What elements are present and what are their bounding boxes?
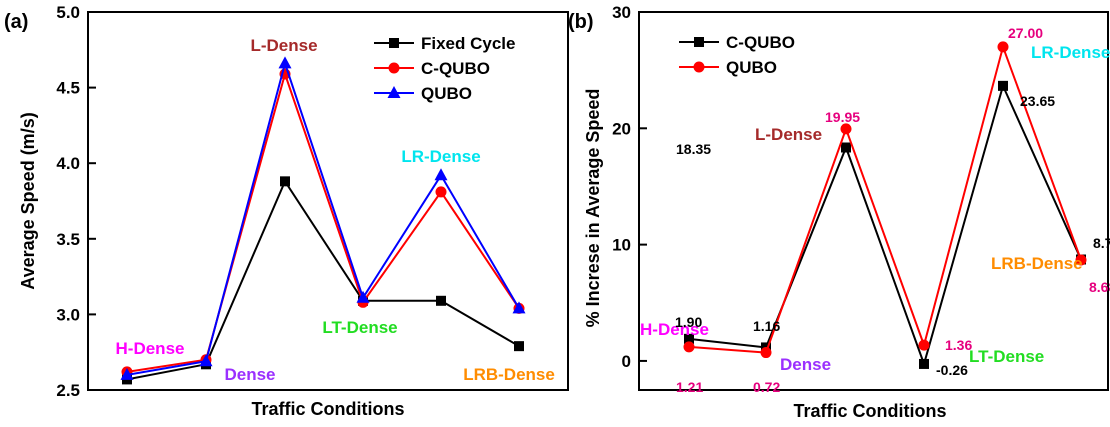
series-line [126, 179, 520, 381]
data-point [1075, 254, 1087, 266]
y-tick-label: 10 [612, 236, 631, 255]
panel-b-ylabel: % Increse in Average Speed [583, 89, 603, 328]
data-label: 0.72 [753, 379, 780, 395]
condition-label: H-Dense [116, 339, 185, 358]
data-point [356, 290, 370, 303]
condition-label: L-Dense [250, 36, 317, 55]
series-line [126, 70, 520, 373]
data-label: 1.21 [676, 379, 703, 395]
y-tick-label: 20 [612, 119, 631, 138]
panel-b: (b) Traffic Conditions % Increse in Aver… [568, 3, 1110, 421]
data-point [998, 80, 1008, 91]
condition-label: Dense [224, 365, 275, 384]
data-point [683, 341, 695, 353]
condition-label: Dense [780, 355, 831, 374]
data-point [841, 142, 851, 153]
panel-b-condition-labels: H-Dense Dense L-Dense LT-Dense LR-Dense LRB-D… [640, 43, 1110, 374]
data-label: 1.36 [945, 337, 972, 353]
y-tick-label: 5.0 [56, 3, 80, 22]
panel-a-label: (a) [4, 11, 28, 33]
data-label: 1.16 [753, 318, 780, 334]
panel-a-ylabel: Average Speed (m/s) [18, 112, 38, 289]
condition-label: LRB-Dense [463, 365, 555, 384]
legend-label: C-QUBO [421, 59, 490, 78]
legend-marker [694, 37, 704, 47]
y-tick-label: 2.5 [56, 381, 80, 400]
data-point [436, 295, 446, 306]
data-label: -0.26 [936, 362, 968, 378]
panel-a-xlabel: Traffic Conditions [252, 399, 405, 419]
panel-a-plot-area [87, 11, 569, 391]
series-line [126, 59, 520, 376]
y-tick-label: 4.5 [56, 79, 80, 98]
panel-b-xlabel: Traffic Conditions [794, 401, 947, 421]
data-label: 18.35 [676, 141, 711, 157]
data-point [997, 41, 1009, 53]
data-point [120, 367, 134, 380]
panel-b-series [683, 41, 1087, 369]
data-point [840, 123, 852, 135]
panel-b-data-labels: 1.90 1.16 18.35 -0.26 23.65 8.72 1.21 0.72 19.95… [675, 25, 1110, 395]
legend-marker [387, 86, 401, 98]
data-point [278, 56, 292, 69]
series-line [688, 43, 1082, 354]
panel-a-legend: Fixed Cycle C-QUBO QUBO [374, 34, 516, 103]
data-label: 19.95 [825, 109, 860, 125]
data-point [760, 347, 772, 359]
y-tick-label: 3.5 [56, 230, 80, 249]
panel-a-series [120, 56, 526, 385]
condition-label: L-Dense [755, 125, 822, 144]
data-label: 23.65 [1020, 93, 1055, 109]
data-label: 1.90 [675, 314, 702, 330]
legend-label: Fixed Cycle [421, 34, 516, 53]
panel-a: (a) Traffic Conditions Average Speed (m/… [4, 3, 569, 419]
data-label: 8.68 [1089, 279, 1110, 295]
data-point [512, 301, 526, 314]
condition-label: H-Dense [640, 320, 709, 339]
condition-label: LT-Dense [969, 347, 1044, 366]
data-point [280, 176, 290, 187]
panel-b-plot-area [638, 11, 1109, 391]
condition-label: LT-Dense [322, 318, 397, 337]
panel-a-y-ticks: 2.5 3.0 3.5 4.0 4.5 5.0 [56, 3, 96, 400]
data-point [918, 339, 930, 351]
legend-marker [389, 38, 399, 48]
y-tick-label: 3.0 [56, 305, 80, 324]
condition-label: LR-Dense [1031, 43, 1110, 62]
legend-label: QUBO [421, 84, 472, 103]
legend-marker [388, 62, 400, 74]
data-point [435, 186, 447, 198]
y-tick-label: 30 [612, 3, 631, 22]
data-point [434, 168, 448, 181]
data-point [684, 333, 694, 344]
panel-b-legend: C-QUBO QUBO [679, 33, 795, 77]
panel-b-y-ticks: 0 10 20 30 [612, 3, 647, 371]
data-point [919, 358, 929, 369]
panel-a-condition-labels: H-Dense Dense L-Dense LT-Dense LR-Dense LRB-D… [116, 36, 555, 384]
data-point [199, 354, 213, 367]
data-point [514, 341, 524, 352]
condition-label: LR-Dense [401, 147, 480, 166]
condition-label: LRB-Dense [991, 254, 1083, 273]
legend-label: C-QUBO [726, 33, 795, 52]
data-label: 8.72 [1093, 235, 1110, 251]
panel-b-label: (b) [568, 11, 594, 33]
y-tick-label: 4.0 [56, 154, 80, 173]
y-tick-label: 0 [622, 352, 631, 371]
legend-label: QUBO [726, 58, 777, 77]
series-line [688, 82, 1082, 368]
legend-marker [693, 61, 705, 73]
data-label: 27.00 [1008, 25, 1043, 41]
